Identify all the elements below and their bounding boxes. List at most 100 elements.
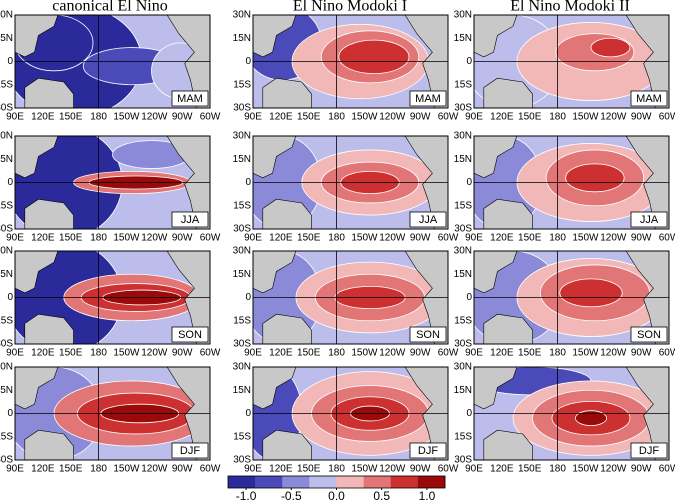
- lon-tick-label: 120W: [600, 233, 627, 244]
- lat-tick-label: 30N: [233, 10, 251, 21]
- land-asia: [15, 136, 59, 179]
- frame: [473, 135, 670, 230]
- land-asia: [15, 15, 59, 58]
- lon-tick-label: 60W: [200, 233, 221, 244]
- lon-tick-label: 150E: [59, 464, 83, 475]
- lon-tick-label: 120E: [269, 464, 293, 475]
- lon-tick-label: 180: [549, 112, 566, 123]
- land-asia: [474, 367, 518, 410]
- season-box: [171, 442, 209, 459]
- lon-tick-label: 150E: [59, 112, 83, 123]
- anomaly-region: [559, 278, 623, 308]
- lon-tick-label: 120W: [600, 464, 627, 475]
- lon-tick-label: 120W: [141, 348, 168, 359]
- season-box: [630, 90, 668, 107]
- lon-tick-label: 120W: [141, 464, 168, 475]
- land-australia: [262, 77, 312, 108]
- lon-tick-label: 150W: [572, 112, 599, 123]
- lon-tick-label: 120E: [31, 233, 55, 244]
- lat-tick-label: 0: [245, 292, 251, 303]
- lon-tick-label: 90W: [410, 233, 431, 244]
- lat-tick-label: 15S: [454, 79, 472, 90]
- anomaly-region: [565, 163, 625, 193]
- anomaly-region: [338, 39, 410, 74]
- lon-tick-label: 120W: [379, 348, 406, 359]
- lon-tick-label: 150W: [351, 233, 378, 244]
- lat-tick-label: 15N: [233, 269, 251, 280]
- land-australia: [24, 429, 74, 460]
- lon-tick-label: 60W: [200, 112, 221, 123]
- land-australia: [262, 313, 312, 344]
- lon-tick-label: 180: [90, 112, 107, 123]
- land-asia: [15, 251, 59, 294]
- colorbar-segment: [363, 476, 392, 488]
- lon-tick-label: 90W: [410, 112, 431, 123]
- lon-tick-label: 90E: [244, 112, 262, 123]
- season-box: [630, 211, 668, 228]
- lon-tick-label: 60W: [438, 112, 459, 123]
- lat-tick-label: 30S: [0, 224, 13, 235]
- lat-tick-label: 0: [466, 177, 472, 188]
- lon-tick-label: 150E: [297, 112, 321, 123]
- lon-tick-label: 120W: [379, 233, 406, 244]
- lat-tick-label: 30S: [0, 455, 13, 466]
- lon-tick-label: 120W: [600, 112, 627, 123]
- lat-tick-label: 30N: [454, 10, 472, 21]
- lon-tick-label: 90E: [465, 348, 483, 359]
- lon-tick-label: 90W: [631, 233, 652, 244]
- lon-tick-label: 90E: [6, 233, 24, 244]
- lat-tick-label: 30N: [0, 246, 13, 257]
- lon-tick-label: 120W: [379, 464, 406, 475]
- land-australia: [483, 429, 533, 460]
- land-asia: [253, 367, 297, 410]
- lat-tick-label: 15N: [454, 33, 472, 44]
- lat-tick-label: 30N: [233, 362, 251, 373]
- lon-tick-label: 150W: [113, 464, 140, 475]
- lat-tick-label: 30S: [0, 103, 13, 114]
- season-label: JJA: [181, 214, 200, 226]
- lat-tick-label: 30N: [0, 362, 13, 373]
- land-asia: [253, 251, 297, 294]
- lon-tick-label: 150E: [59, 233, 83, 244]
- lat-tick-label: 15N: [0, 33, 13, 44]
- lon-tick-label: 90W: [631, 348, 652, 359]
- frame: [14, 135, 211, 230]
- season-label: SON: [178, 329, 202, 341]
- lon-tick-label: 150W: [572, 348, 599, 359]
- land-australia: [262, 429, 312, 460]
- lat-tick-label: 0: [245, 56, 251, 67]
- lat-tick-label: 15N: [233, 385, 251, 396]
- lat-tick-label: 15N: [233, 33, 251, 44]
- season-box: [171, 211, 209, 228]
- lat-tick-label: 30S: [454, 224, 472, 235]
- lon-tick-label: 60W: [659, 464, 675, 475]
- lon-tick-label: 150E: [297, 464, 321, 475]
- land-australia: [483, 313, 533, 344]
- lon-tick-label: 90E: [465, 233, 483, 244]
- lat-tick-label: 15S: [233, 431, 251, 442]
- season-box: [409, 90, 447, 107]
- season-label: DJF: [180, 445, 200, 457]
- land-asia: [474, 136, 518, 179]
- land-australia: [483, 198, 533, 229]
- lat-tick-label: 15N: [0, 269, 13, 280]
- lon-tick-label: 120E: [31, 464, 55, 475]
- lon-tick-label: 120E: [490, 112, 514, 123]
- lon-tick-label: 180: [549, 464, 566, 475]
- lon-tick-label: 120W: [379, 112, 406, 123]
- lon-tick-label: 60W: [659, 348, 675, 359]
- lon-tick-label: 90E: [465, 112, 483, 123]
- frame: [252, 366, 449, 461]
- lat-tick-label: 30N: [0, 10, 13, 21]
- lat-tick-label: 30S: [454, 455, 472, 466]
- lat-tick-label: 30N: [233, 131, 251, 142]
- lat-tick-label: 0: [245, 408, 251, 419]
- lat-tick-label: 15N: [454, 385, 472, 396]
- land-australia: [24, 77, 74, 108]
- lat-tick-label: 30S: [233, 339, 251, 350]
